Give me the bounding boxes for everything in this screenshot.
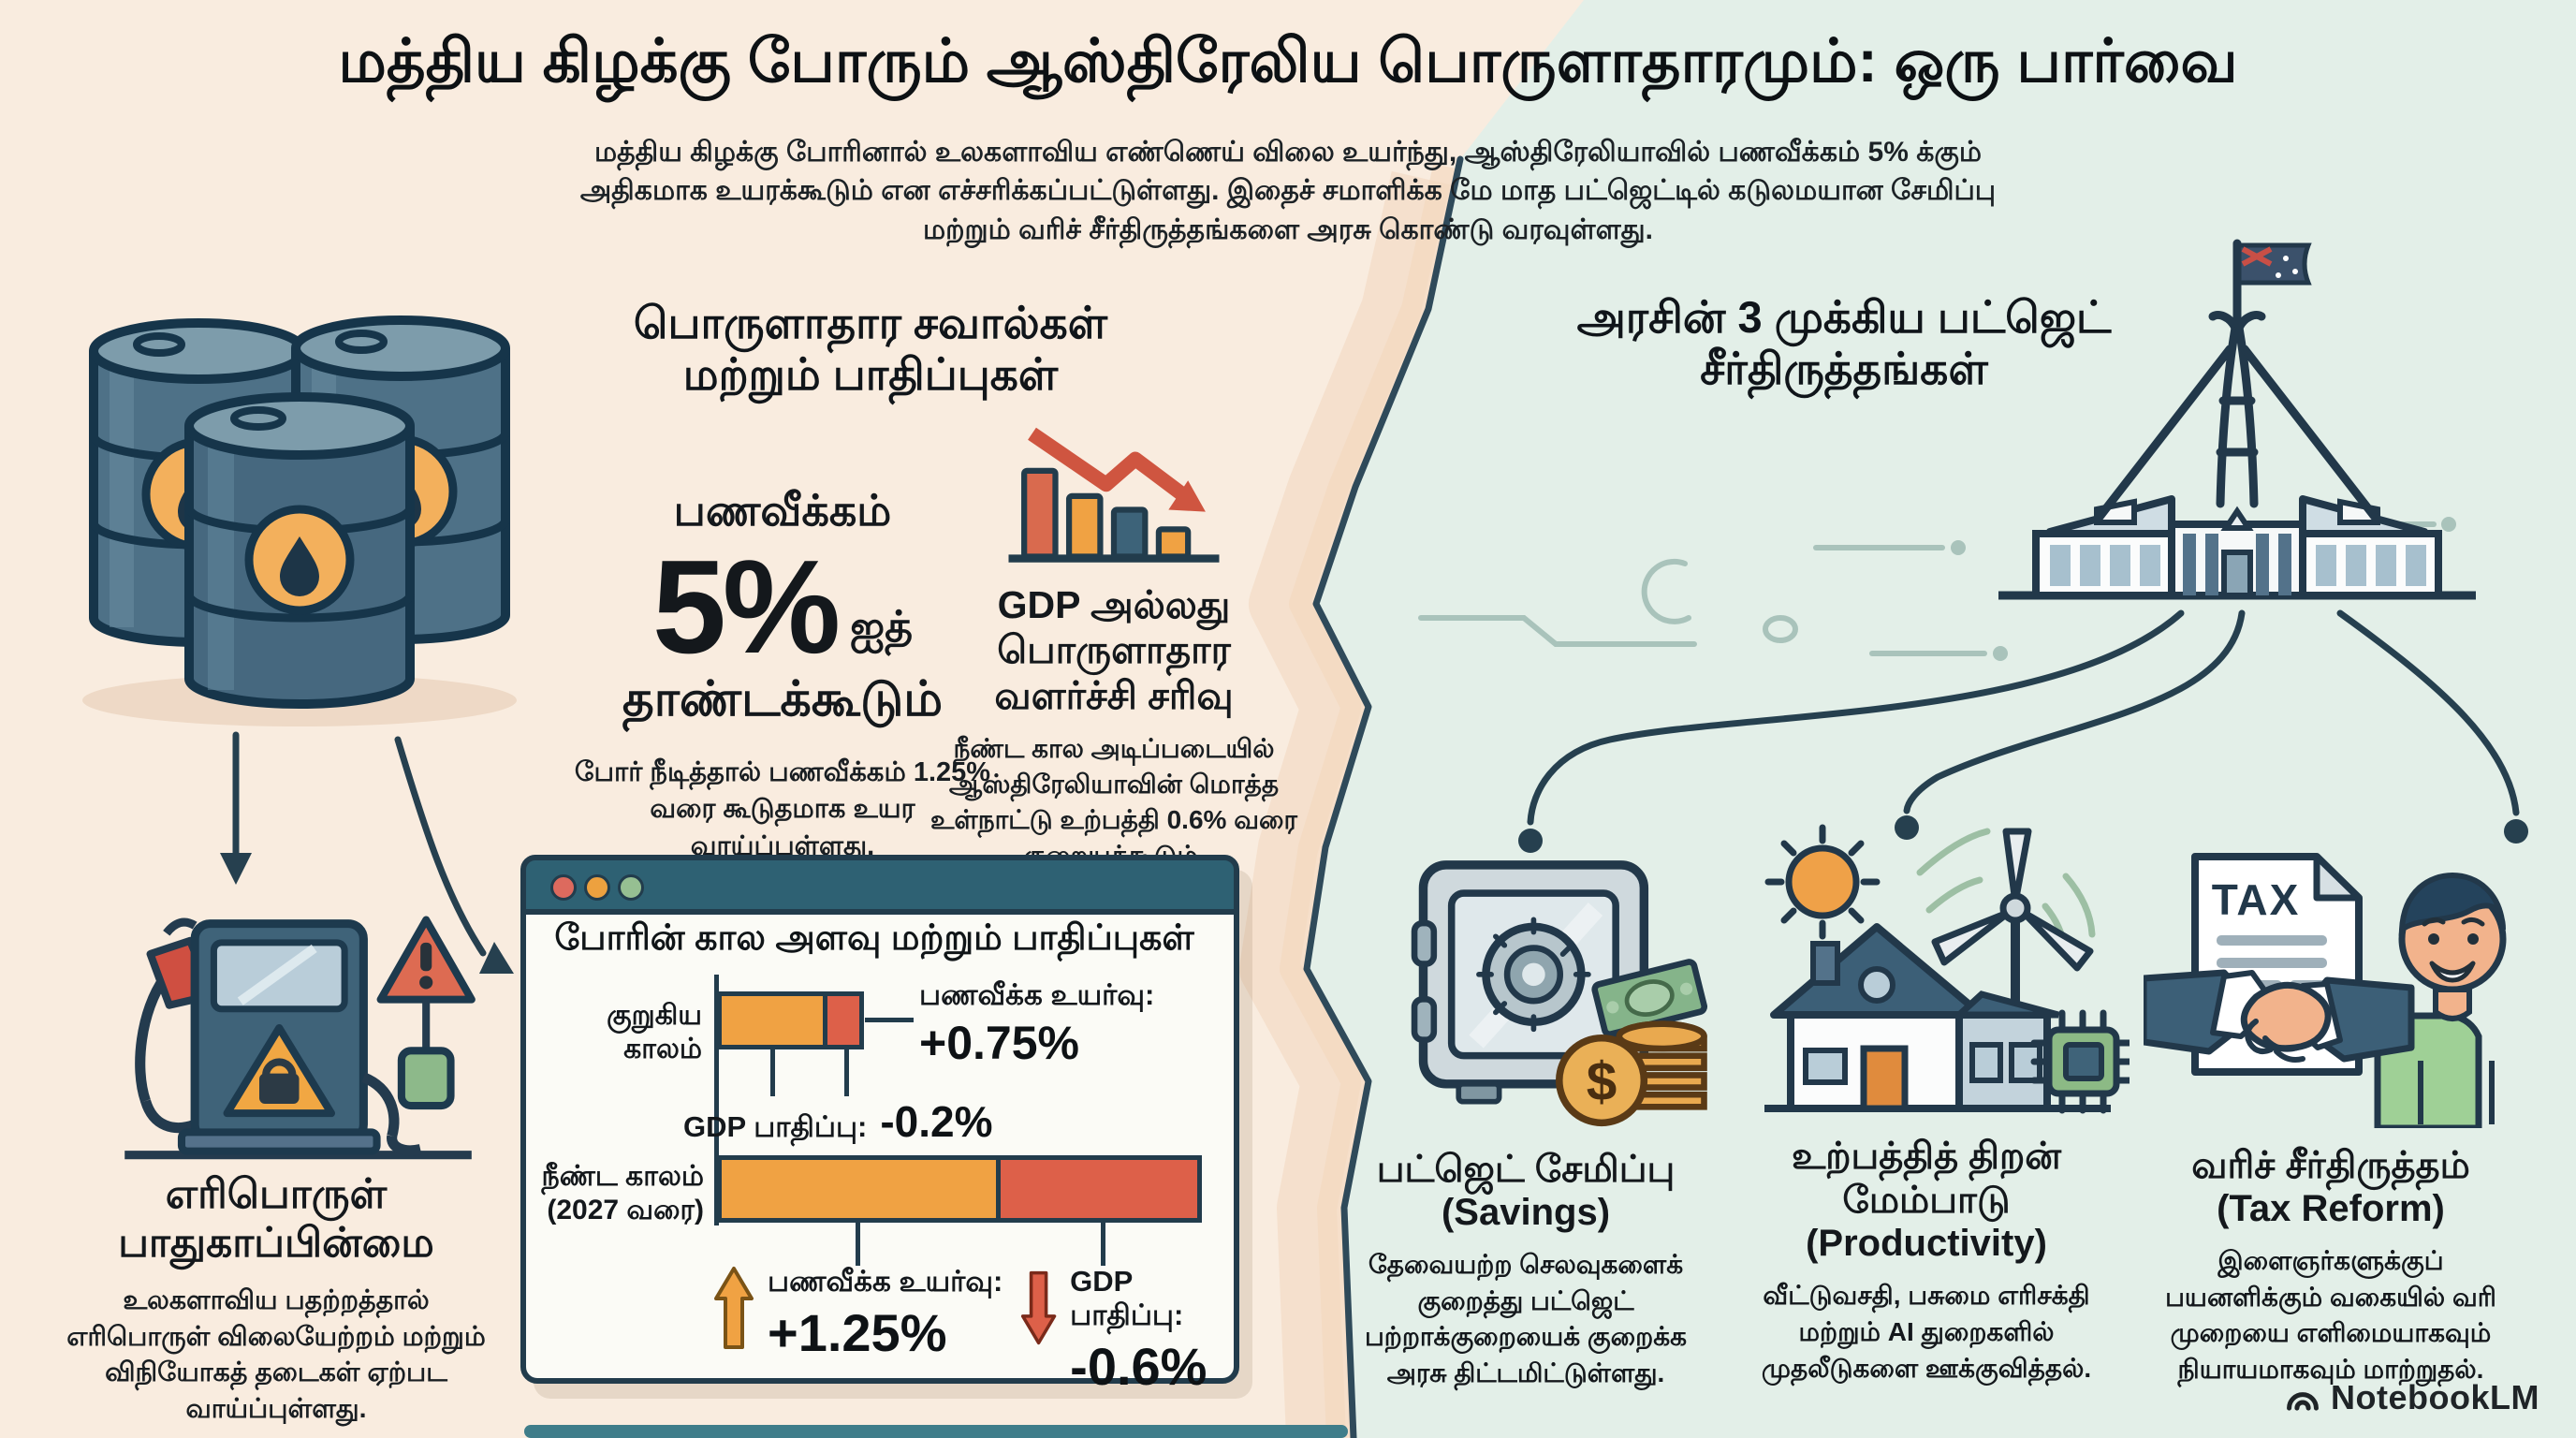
card-productivity-description: வீட்டுவசதி, பசுமை எரிசக்தி மற்றும் AI து…: [1761, 1281, 2092, 1383]
long-term-gdp-bar: [996, 1155, 1202, 1223]
watermark-label: NotebookLM: [2331, 1378, 2539, 1416]
short-term-gdp-annotation: GDP பாதிப்பு: -0.2%: [683, 1096, 1086, 1148]
legend-gdp-label: GDP பாதிப்பு:: [1070, 1265, 1184, 1331]
card-tax-description: இளைஞர்களுக்குப் பயனளிக்கும் வகையில் வரி …: [2165, 1246, 2496, 1385]
page-subtitle: மத்திய கிழக்கு போரினால் உலகளாவிய எண்ணெய்…: [579, 137, 1997, 245]
gdp-description: நீண்ட கால அடிப்படையில் ஆஸ்திரேலியாவின் ம…: [930, 734, 1297, 870]
gdp-heading: GDP அல்லது பொருளாதார வளர்ச்சி சரிவு: [994, 583, 1234, 717]
short-term-gdp-bar: [823, 991, 864, 1049]
card-productivity-subtitle: (Productivity): [1806, 1223, 2047, 1265]
chart-axis: [714, 975, 719, 1225]
short-term-tick-1: [770, 1049, 775, 1096]
card-tax-reform: வரிச் சீர்திருத்தம் (Tax Reform) இளைஞர்க…: [2134, 1144, 2527, 1388]
short-term-inflation-bar: [717, 991, 827, 1049]
card-savings: பட்ஜெட் சேமிப்பு (Savings) தேவையற்ற செலவ…: [1334, 1148, 1718, 1392]
window-dot-red: [550, 874, 577, 901]
short-term-callout-line: [865, 1018, 914, 1022]
card-tax-subtitle: (Tax Reform): [2217, 1188, 2445, 1230]
parliament-house-icon: [1998, 239, 2476, 600]
fuel-block: எரிபொருள் பாதுகாப்பின்மை உலகளாவிய பதற்றத…: [66, 1170, 487, 1428]
svg-text:$: $: [1587, 1051, 1617, 1112]
inflation-line2: தாண்டக்கூடும்: [622, 671, 944, 726]
long-term-tick-1: [856, 1223, 860, 1266]
watermark: NotebookLM: [2284, 1378, 2539, 1417]
inflation-label: பணவீக்கம்: [673, 486, 892, 535]
card-productivity: உற்பத்தித் திறன் மேம்பாடு (Productivity)…: [1730, 1135, 2123, 1387]
card-savings-title: பட்ஜெட் சேமிப்பு: [1376, 1149, 1676, 1190]
legend-inflation-value: +1.25%: [768, 1303, 947, 1362]
war-duration-chart-window: போரின் கால அளவு மற்றும் பாதிப்புகள் குறு…: [520, 855, 1239, 1396]
window-titlebar: [520, 855, 1239, 915]
right-section-heading: அரசின் 3 முக்கிய பட்ஜெட் சீர்திருத்தங்கள…: [1576, 292, 2112, 393]
short-term-label: குறுகிய காலம்: [607, 1000, 702, 1064]
up-arrow-icon: [714, 1267, 754, 1349]
tax-reform-handshake-icon: TAX: [2144, 853, 2507, 1128]
short-term-gdp-label: GDP பாதிப்பு:: [683, 1110, 868, 1143]
card-productivity-title: உற்பத்தித் திறன் மேம்பாடு: [1791, 1136, 2062, 1222]
long-term-bars: [717, 1155, 1202, 1223]
long-term-inflation-bar: [717, 1155, 1001, 1223]
legend-gdp: GDP பாதிப்பு: -0.6%: [1020, 1265, 1234, 1397]
card-tax-title: வரிச் சீர்திருத்தம்: [2191, 1145, 2470, 1186]
short-term-bars: [717, 991, 864, 1049]
window-dot-green: [618, 874, 644, 901]
card-savings-description: தேவையற்ற செலவுகளைக் குறைத்து பட்ஜெட் பற்…: [1364, 1250, 1688, 1388]
declining-chart-icon: [1008, 427, 1220, 563]
inflation-big-value: 5%: [651, 533, 841, 682]
down-arrow-icon: [1020, 1270, 1057, 1345]
svg-text:TAX: TAX: [2212, 875, 2301, 924]
short-term-inflation-label: பணவீக்க உயர்வு:: [919, 978, 1155, 1011]
savings-safe-icon: $: [1411, 860, 1708, 1127]
oil-barrels-icon: [82, 315, 517, 726]
productivity-house-turbine-chip-icon: [1764, 824, 2130, 1114]
legend-inflation: பணவீக்க உயர்வு: +1.25%: [713, 1265, 1003, 1363]
legend-gdp-value: -0.6%: [1070, 1337, 1208, 1396]
short-term-gdp-value: -0.2%: [880, 1097, 993, 1146]
notebooklm-logo-icon: [2287, 1392, 2319, 1411]
fuel-heading: எரிபொருள் பாதுகாப்பின்மை: [118, 1171, 434, 1266]
gdp-block: GDP அல்லது பொருளாதார வளர்ச்சி சரிவு நீண்…: [913, 419, 1315, 873]
inflation-value-row: 5% ஐத்: [558, 533, 1007, 682]
long-term-label: நீண்ட காலம் (2027 வரை): [541, 1161, 704, 1225]
legend-inflation-label: பணவீக்க உயர்வு:: [768, 1265, 1003, 1298]
page-title: மத்திய கிழக்கு போரும் ஆஸ்திரேலிய பொருளாத…: [338, 27, 2238, 95]
long-term-tick-2: [1101, 1223, 1105, 1266]
short-term-inflation-value: +0.75%: [919, 1017, 1079, 1069]
fuel-pump-icon: [124, 916, 476, 1160]
left-section-heading: பொருளாதார சவால்கள் மற்றும் பாதிப்புகள்: [633, 298, 1108, 399]
card-savings-subtitle: (Savings): [1441, 1192, 1611, 1234]
window-dot-orange: [584, 874, 610, 901]
inflation-value-suffix: ஐத்: [850, 601, 914, 651]
fuel-description: உலகளாவிய பதற்றத்தால் எரிபொருள் விலையேற்ற…: [66, 1284, 486, 1425]
short-term-inflation-annotation: பணவீக்க உயர்வு: +0.75%: [919, 978, 1219, 1070]
short-term-tick-2: [844, 1049, 849, 1096]
chart-title: போரின் கால அளவு மற்றும் பாதிப்புகள்: [554, 918, 1194, 958]
